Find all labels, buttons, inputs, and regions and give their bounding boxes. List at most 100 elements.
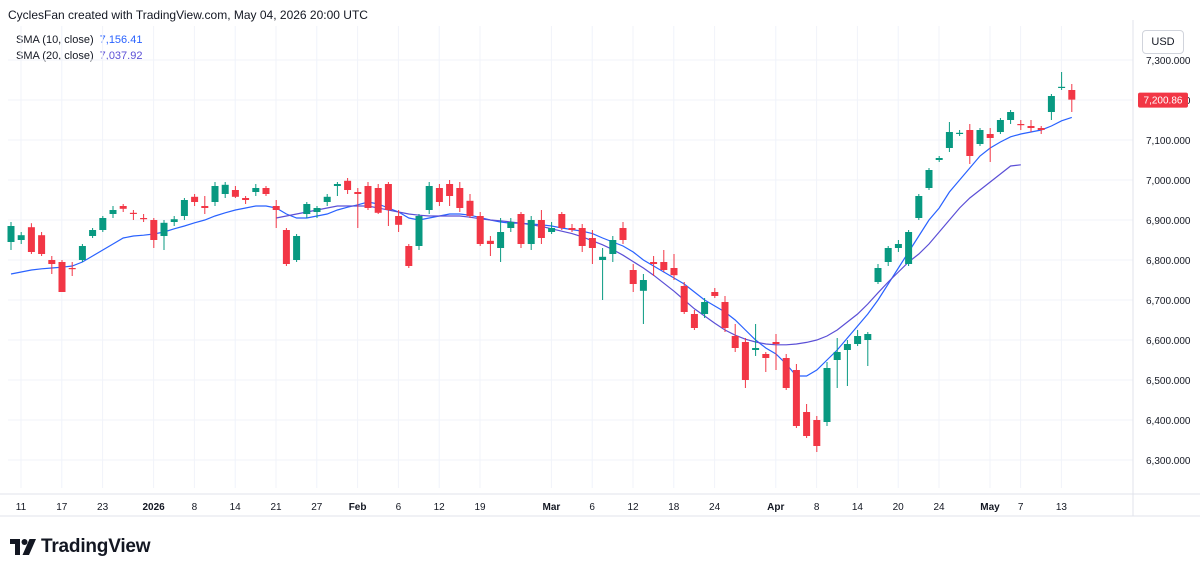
candle — [813, 416, 821, 452]
candle-body — [201, 206, 209, 208]
tradingview-logo-icon — [10, 539, 36, 555]
candle — [211, 182, 219, 206]
candle — [956, 130, 964, 136]
currency-button[interactable]: USD — [1142, 30, 1184, 54]
candle-body — [619, 228, 627, 240]
candle-body — [752, 348, 760, 350]
candle — [231, 186, 239, 198]
candle-body — [772, 342, 780, 344]
candle — [843, 340, 851, 386]
candle — [201, 196, 209, 214]
candle — [945, 122, 953, 152]
candle-body — [996, 120, 1004, 132]
candle-body — [476, 216, 484, 244]
candle — [660, 250, 668, 272]
candle — [446, 180, 454, 206]
candle-body — [486, 240, 494, 244]
candle-body — [905, 232, 913, 264]
candle — [884, 246, 892, 266]
candle-body — [1027, 126, 1035, 128]
candle — [48, 256, 56, 274]
candle — [711, 288, 719, 298]
candle — [486, 236, 494, 256]
indicator-legend: SMA (10, close) 7,156.41 SMA (20, close) 7… — [16, 32, 142, 64]
candle — [578, 224, 586, 252]
candle-body — [864, 334, 872, 340]
candle-body — [1047, 96, 1055, 112]
candle-body — [609, 240, 617, 254]
candle-body — [170, 219, 178, 222]
y-tick-label: 6,300.000 — [1146, 456, 1191, 467]
candle — [395, 210, 403, 232]
candle-body — [354, 192, 362, 194]
candle — [272, 200, 280, 228]
candle — [303, 202, 311, 218]
candle-body — [782, 358, 790, 388]
tradingview-brand[interactable]: TradingView — [10, 536, 151, 558]
candle — [966, 124, 974, 164]
candle — [150, 218, 158, 248]
candle — [986, 128, 994, 162]
y-tick-label: 6,700.000 — [1146, 296, 1191, 307]
candle-body — [129, 212, 137, 214]
candle — [160, 220, 168, 250]
y-tick-label: 6,900.000 — [1146, 216, 1191, 227]
candle-body — [405, 246, 413, 266]
candle-body — [140, 218, 148, 220]
candle-body — [527, 220, 535, 244]
sma20-legend[interactable]: SMA (20, close) 7,037.92 — [16, 48, 142, 64]
candle-body — [58, 262, 66, 292]
candle — [976, 128, 984, 146]
sma10-legend[interactable]: SMA (10, close) 7,156.41 — [16, 32, 142, 48]
candle — [670, 254, 678, 280]
candle-body — [313, 208, 321, 212]
x-tick-label: 13 — [1056, 502, 1068, 513]
candle — [191, 194, 199, 206]
x-tick-label: 17 — [56, 502, 68, 513]
candle-body — [364, 186, 372, 208]
candle — [140, 214, 148, 222]
candle — [823, 362, 831, 426]
candle-body — [650, 262, 658, 264]
candle-body — [823, 368, 831, 422]
candle-body — [507, 222, 515, 228]
candle — [344, 178, 352, 194]
candle-body — [588, 238, 596, 248]
candle — [109, 206, 117, 218]
y-tick-label: 7,300.000 — [1146, 56, 1191, 67]
candle — [833, 338, 841, 388]
candle-body — [384, 184, 392, 210]
candle-body — [68, 268, 76, 270]
candle-body — [150, 220, 158, 240]
y-tick-label: 7,100.000 — [1146, 136, 1191, 147]
candle-body — [833, 352, 841, 360]
candle — [333, 182, 341, 196]
candle-body — [721, 302, 729, 328]
candle — [354, 188, 362, 228]
candle-body — [813, 420, 821, 446]
candle-body — [854, 336, 862, 344]
candle — [650, 256, 658, 276]
candle-body — [425, 186, 433, 210]
candle — [731, 324, 739, 352]
candle — [7, 222, 15, 250]
candle — [925, 168, 933, 190]
candle — [1027, 120, 1035, 132]
candle — [588, 230, 596, 264]
candle-body — [1017, 124, 1025, 126]
candle — [313, 206, 321, 218]
x-tick-label: 12 — [627, 502, 639, 513]
last-price-label: 7,200.86 — [1144, 96, 1183, 107]
candle — [752, 324, 760, 356]
candle — [864, 332, 872, 366]
candle — [1037, 126, 1045, 134]
candle — [803, 404, 811, 438]
candle-body — [282, 230, 290, 264]
candle — [874, 264, 882, 284]
candle-body — [293, 236, 301, 260]
candle — [68, 262, 76, 276]
candle — [425, 182, 433, 214]
y-tick-label: 6,400.000 — [1146, 416, 1191, 427]
candle-body — [874, 268, 882, 282]
